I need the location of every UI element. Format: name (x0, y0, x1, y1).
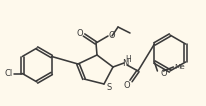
Text: S: S (106, 82, 112, 91)
Text: N: N (122, 59, 128, 68)
Text: O: O (124, 80, 130, 89)
Text: O: O (77, 29, 83, 38)
Text: O: O (160, 68, 167, 77)
Text: H: H (125, 56, 131, 64)
Text: Cl: Cl (4, 69, 12, 78)
Text: Me: Me (174, 64, 185, 70)
Text: O: O (109, 31, 115, 40)
